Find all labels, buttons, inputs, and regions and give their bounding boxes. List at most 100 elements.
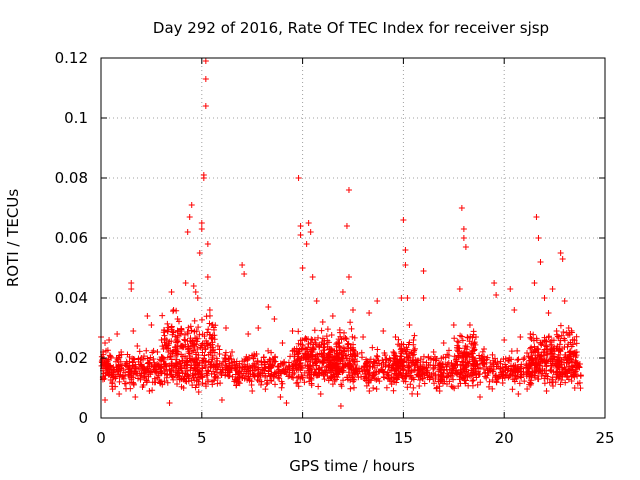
data-point — [570, 371, 577, 378]
data-point — [390, 360, 397, 367]
data-point — [188, 202, 195, 208]
data-point — [144, 313, 151, 319]
data-point — [174, 369, 181, 376]
data-point — [183, 378, 190, 385]
data-point — [480, 365, 487, 372]
data-point — [404, 384, 411, 391]
data-point — [177, 360, 184, 367]
data-point — [150, 366, 157, 373]
data-point — [460, 349, 467, 356]
data-point — [481, 353, 488, 360]
data-point — [348, 325, 355, 332]
data-point — [455, 383, 462, 390]
data-point — [353, 365, 360, 372]
y-tick-label: 0.12 — [55, 49, 88, 67]
data-point — [521, 355, 528, 361]
data-point — [557, 322, 564, 329]
data-point — [493, 372, 500, 379]
data-point — [374, 298, 381, 304]
data-point — [404, 295, 411, 301]
data-point — [254, 357, 261, 364]
data-point — [163, 374, 170, 381]
data-point — [297, 357, 304, 364]
data-point — [514, 356, 521, 363]
data-point — [555, 358, 562, 365]
data-point — [181, 336, 188, 343]
y-tick-label: 0.04 — [55, 289, 88, 307]
data-point — [369, 344, 376, 351]
data-point — [312, 369, 319, 376]
data-point — [167, 353, 174, 360]
data-point — [420, 295, 427, 301]
data-point — [309, 344, 316, 351]
data-point — [555, 363, 562, 370]
data-point — [177, 343, 184, 350]
data-point — [258, 378, 265, 385]
data-point — [163, 366, 170, 373]
data-point — [279, 367, 286, 374]
data-point — [555, 334, 562, 341]
data-point — [411, 332, 418, 339]
data-point — [193, 341, 200, 348]
data-point — [143, 347, 150, 354]
data-point — [214, 380, 221, 387]
data-point — [182, 341, 189, 348]
data-point — [417, 356, 424, 363]
data-point — [184, 345, 191, 352]
data-point — [410, 337, 417, 343]
data-point — [343, 223, 350, 229]
data-point — [140, 382, 147, 389]
data-point — [150, 347, 157, 354]
data-point — [569, 337, 576, 343]
data-point — [469, 378, 476, 385]
data-point — [293, 358, 300, 365]
data-point — [370, 385, 377, 391]
data-point — [398, 341, 405, 348]
data-point — [323, 333, 330, 340]
data-point — [514, 373, 521, 380]
data-point — [157, 380, 164, 387]
data-point — [511, 307, 518, 313]
y-tick-label: 0.02 — [55, 349, 88, 367]
data-point — [558, 357, 565, 364]
data-point — [552, 379, 559, 386]
data-point — [446, 378, 453, 385]
data-point — [577, 385, 584, 392]
data-point — [290, 361, 297, 368]
data-point — [229, 373, 236, 380]
data-point — [531, 280, 538, 286]
data-point — [232, 362, 239, 369]
data-point — [406, 322, 413, 328]
data-point — [527, 345, 534, 352]
data-point — [527, 331, 534, 337]
data-point — [194, 338, 201, 345]
data-point — [530, 331, 537, 338]
data-point — [315, 366, 322, 373]
data-point — [412, 356, 419, 363]
y-tick-label: 0.06 — [55, 229, 88, 247]
data-point — [350, 307, 356, 313]
data-point — [129, 362, 136, 369]
data-point — [216, 350, 223, 357]
data-point — [173, 356, 180, 363]
data-point — [162, 342, 169, 349]
data-point — [109, 386, 116, 393]
data-point — [535, 235, 542, 241]
data-point — [227, 352, 234, 359]
data-point — [402, 247, 409, 253]
data-point — [116, 391, 123, 397]
data-point — [453, 344, 460, 351]
data-point — [461, 364, 468, 371]
data-point — [388, 377, 395, 384]
data-point — [122, 373, 129, 380]
data-point — [191, 317, 198, 324]
data-point — [236, 364, 243, 371]
data-point — [208, 349, 215, 356]
data-point — [461, 348, 468, 355]
data-point — [472, 341, 479, 348]
data-point — [276, 375, 283, 382]
data-point — [425, 354, 432, 361]
data-point — [339, 355, 346, 362]
data-point — [181, 331, 188, 338]
data-point — [279, 380, 286, 387]
